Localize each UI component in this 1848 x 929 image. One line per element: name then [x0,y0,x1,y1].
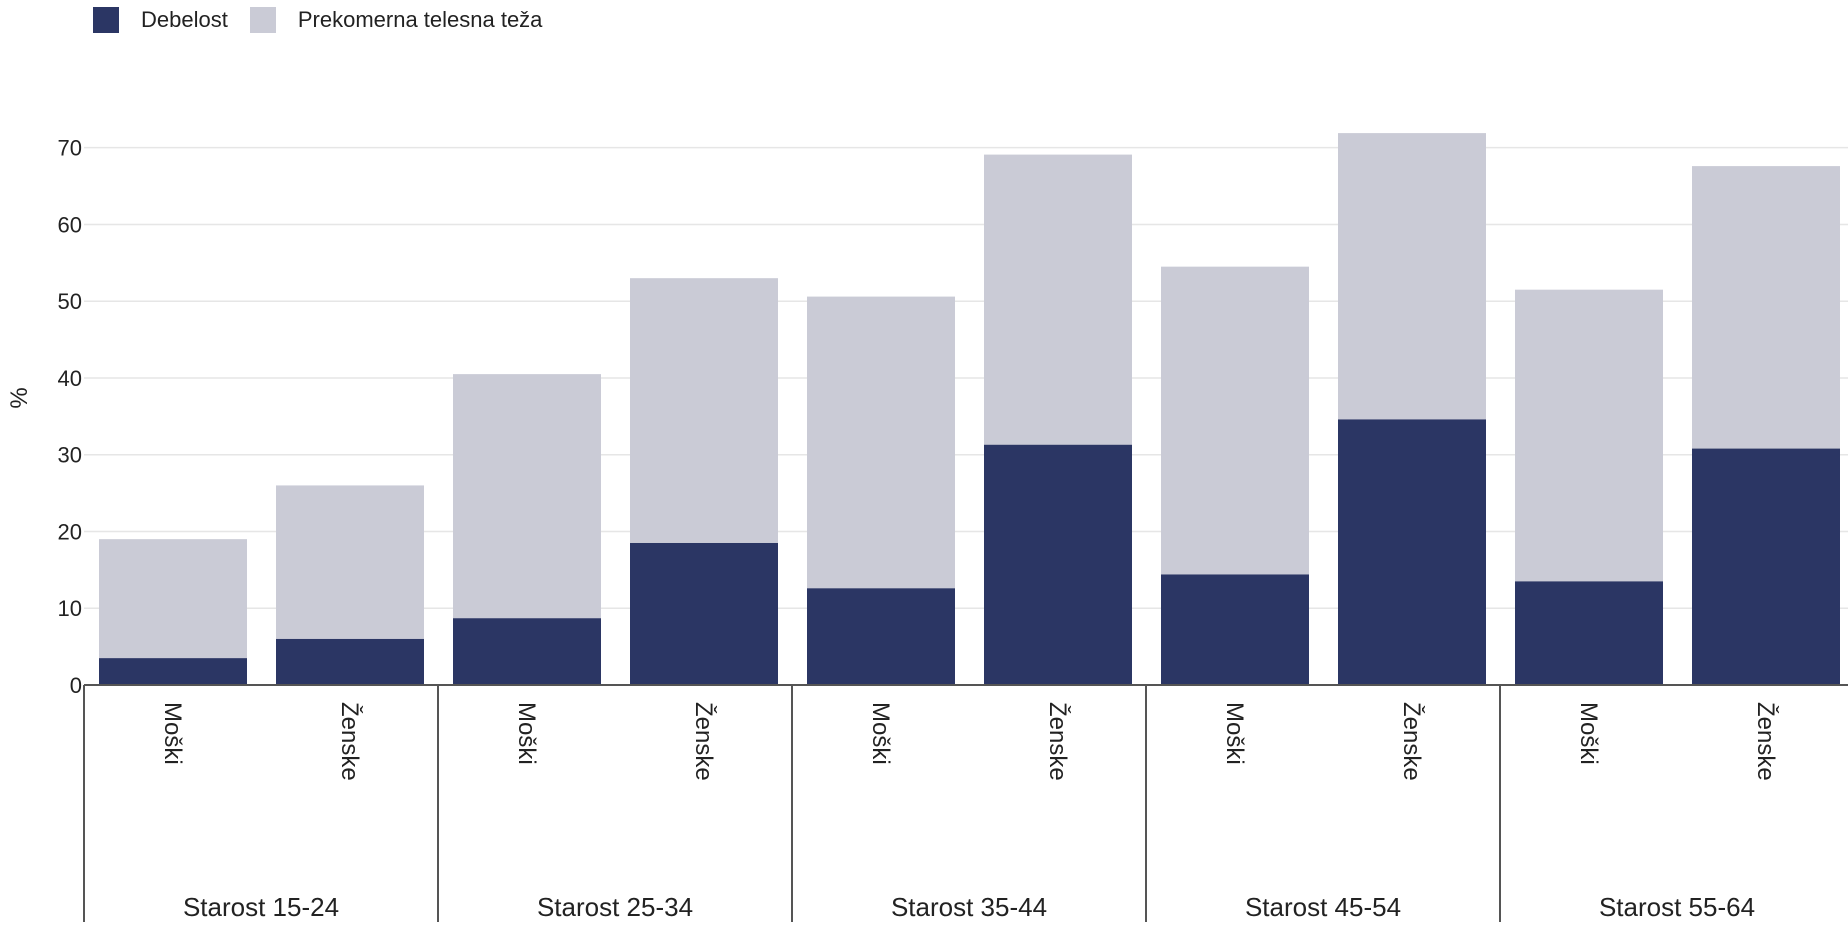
x-category-label-3-0: Moški [1221,702,1248,765]
x-category-label-3-1: Ženske [1398,702,1425,781]
bar-prekomerna-1-0 [453,374,601,619]
y-tick-label-0: 0 [70,673,82,698]
bar-debelost-1-1 [630,542,778,685]
y-tick-label-30: 30 [58,443,82,468]
bar-prekomerna-1-1 [630,278,778,543]
y-tick-label-50: 50 [58,289,82,314]
y-tick-label-40: 40 [58,366,82,391]
chart-legend: Debelost Prekomerna telesna teža [93,6,564,34]
bar-prekomerna-2-0 [807,296,955,589]
y-tick-label-70: 70 [58,136,82,161]
bar-debelost-4-1 [1692,448,1840,685]
y-tick-label-60: 60 [58,212,82,237]
legend-item-debelost[interactable]: Debelost [93,7,228,33]
bar-debelost-4-0 [1515,581,1663,685]
y-tick-label-10: 10 [58,596,82,621]
bar-debelost-3-1 [1338,419,1486,685]
y-tick-label-20: 20 [58,519,82,544]
bar-debelost-2-1 [984,444,1132,685]
bar-prekomerna-4-0 [1515,289,1663,582]
bar-debelost-3-0 [1161,574,1309,685]
x-category-label-2-1: Ženske [1044,702,1071,781]
bar-prekomerna-2-1 [984,154,1132,445]
bar-debelost-1-0 [453,618,601,685]
x-category-label-0-1: Ženske [336,702,363,781]
x-group-label-1: Starost 25-34 [537,892,693,922]
bar-prekomerna-0-1 [276,485,424,639]
bar-debelost-2-0 [807,588,955,685]
bar-debelost-0-1 [276,638,424,685]
x-category-label-0-0: Moški [159,702,186,765]
x-category-label-1-0: Moški [513,702,540,765]
x-category-label-2-0: Moški [867,702,894,765]
x-group-label-4: Starost 55-64 [1599,892,1755,922]
legend-swatch-debelost [93,7,119,33]
legend-label-prekomerna: Prekomerna telesna teža [297,7,543,32]
x-group-label-2: Starost 35-44 [891,892,1047,922]
legend-swatch-prekomerna [249,7,276,33]
bar-prekomerna-4-1 [1692,166,1840,449]
x-group-label-3: Starost 45-54 [1245,892,1401,922]
legend-item-prekomerna[interactable]: Prekomerna telesna teža [249,7,543,33]
bar-prekomerna-3-1 [1338,133,1486,420]
y-axis-label: % [6,387,33,408]
x-group-label-0: Starost 15-24 [183,892,339,922]
x-category-label-4-1: Ženske [1752,702,1779,781]
bar-prekomerna-3-0 [1161,266,1309,575]
bar-prekomerna-0-0 [99,539,247,659]
x-category-label-4-0: Moški [1575,702,1602,765]
bar-debelost-0-0 [99,658,247,685]
x-category-label-1-1: Ženske [690,702,717,781]
legend-label-debelost: Debelost [141,7,228,32]
